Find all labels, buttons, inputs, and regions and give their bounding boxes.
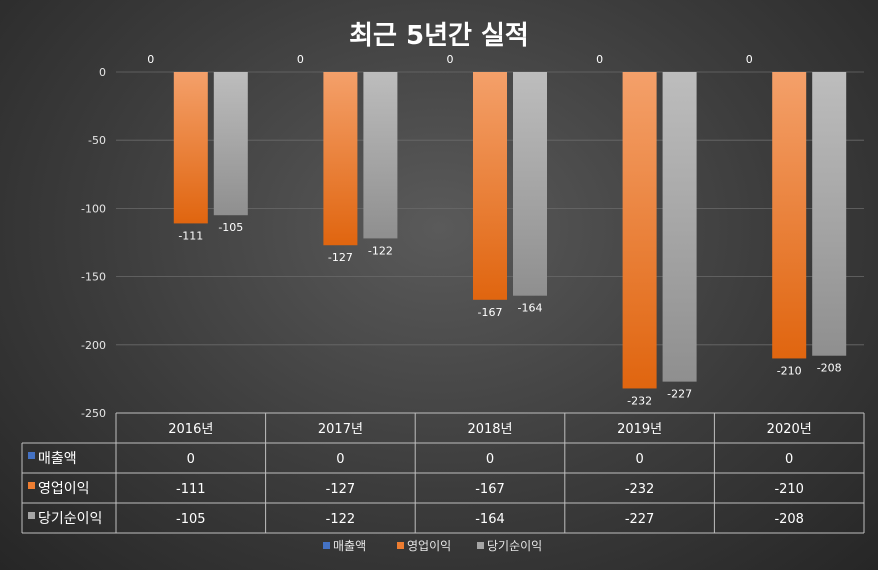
- legend-key: [28, 512, 35, 519]
- table-cell: -232: [625, 482, 655, 497]
- table-header-cell: 2020년: [767, 422, 812, 437]
- table-cell: -111: [176, 482, 206, 497]
- table-cell: -105: [176, 512, 206, 527]
- bar: [662, 72, 697, 382]
- legend-key: [28, 452, 35, 459]
- data-label: -164: [518, 302, 543, 315]
- data-label: -127: [328, 251, 353, 264]
- table-cell: 0: [486, 452, 494, 467]
- table-cell: -164: [475, 512, 505, 527]
- bar: [622, 72, 657, 389]
- y-tick-label: -100: [81, 202, 106, 215]
- legend-swatch: [323, 542, 330, 549]
- table-cell: -227: [625, 512, 655, 527]
- legend-swatch: [397, 542, 404, 549]
- table-cell: -122: [326, 512, 356, 527]
- data-label: -111: [178, 229, 203, 242]
- data-label: -232: [627, 394, 652, 407]
- y-tick-label: -200: [81, 339, 106, 352]
- data-label: 0: [147, 53, 154, 66]
- legend-entry: 영업이익: [407, 539, 451, 553]
- bar: [363, 72, 398, 239]
- data-label: -210: [777, 364, 802, 377]
- bar: [513, 72, 547, 296]
- table-cell: -167: [475, 482, 505, 497]
- bar: [812, 72, 847, 356]
- bar: [323, 72, 358, 246]
- table-cell: -127: [326, 482, 356, 497]
- data-label: -167: [478, 306, 503, 319]
- legend-entry: 매출액: [333, 539, 366, 553]
- table-header-cell: 2017년: [318, 422, 363, 437]
- table-row-label: 영업이익: [38, 481, 90, 497]
- bar: [173, 72, 208, 224]
- table-cell: 0: [635, 452, 643, 467]
- chart-title: 최근 5년간 실적: [349, 21, 529, 51]
- table-cell: 0: [336, 452, 344, 467]
- y-tick-label: 0: [99, 66, 106, 79]
- data-label: -122: [368, 244, 393, 257]
- table-header-cell: 2016년: [168, 422, 213, 437]
- data-label: 0: [596, 53, 603, 66]
- table-header-cell: 2018년: [467, 422, 512, 437]
- y-tick-label: -150: [81, 271, 106, 284]
- y-tick-label: -50: [88, 134, 106, 147]
- data-label: -105: [218, 221, 243, 234]
- table-row-label: 매출액: [38, 451, 77, 467]
- table-cell: -208: [774, 512, 804, 527]
- data-label: 0: [746, 53, 753, 66]
- bar: [213, 72, 248, 216]
- y-tick-label: -250: [81, 407, 106, 420]
- table-cell: 0: [785, 452, 793, 467]
- legend-swatch: [477, 542, 484, 549]
- table-row-label: 당기순이익: [38, 511, 102, 527]
- table-header-cell: 2019년: [617, 422, 662, 437]
- legend-key: [28, 482, 35, 489]
- bar: [473, 72, 507, 300]
- data-label: -227: [667, 388, 692, 401]
- table-cell: 0: [187, 452, 195, 467]
- data-label: 0: [297, 53, 304, 66]
- legend-entry: 당기순이익: [487, 539, 542, 553]
- bar: [772, 72, 807, 359]
- table-cell: -210: [774, 482, 804, 497]
- data-label: 0: [447, 53, 454, 66]
- data-label: -208: [817, 362, 842, 375]
